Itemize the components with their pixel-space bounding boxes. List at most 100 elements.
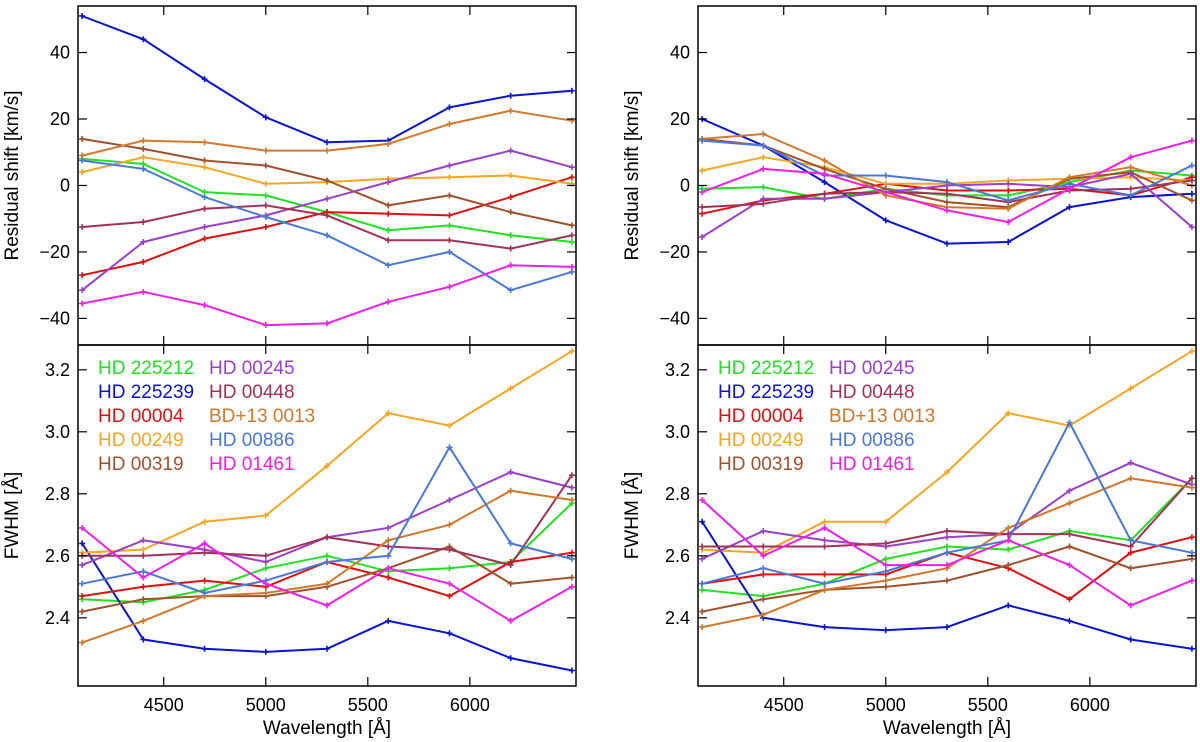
data-point [201,518,208,525]
data-point [1188,475,1195,482]
data-point [944,562,950,569]
data-point [140,137,147,144]
data-point [1005,562,1012,569]
data-point [760,130,767,137]
data-point [1005,238,1012,245]
data-point [262,552,269,559]
y-tick-label: 2.6 [665,546,690,566]
data-point [507,172,514,179]
y-axis-label: Residual shift [km/s] [2,91,23,261]
data-point [1066,174,1073,181]
data-point [1005,537,1012,544]
data-point [1127,543,1134,550]
y-tick-label: 3.2 [665,360,690,380]
data-point [262,224,269,231]
data-point [385,210,392,217]
legend-entry-hd-225212: HD 225212 [718,358,814,379]
y-tick-label: 20 [50,109,70,129]
data-point [1188,197,1195,204]
data-point [882,172,889,179]
data-point [507,487,514,494]
data-point [882,518,889,525]
data-point [1188,645,1195,652]
data-point [1005,197,1012,204]
y-tick-label: 2.6 [45,546,70,566]
data-point [201,645,208,652]
data-point [568,484,575,491]
data-point [760,571,767,578]
data-point [1127,385,1134,392]
data-point [385,574,392,581]
legend-entry-hd-01461: HD 01461 [829,454,915,475]
data-point [446,521,453,528]
data-point [1188,577,1195,584]
legend-entry-hd-00004: HD 00004 [98,406,184,427]
plot-frame [697,344,1197,687]
data-point [699,586,706,593]
data-point [140,596,147,603]
data-point [324,534,330,541]
data-point [79,224,86,231]
data-point [324,462,330,469]
data-point [446,630,453,637]
data-point [821,518,828,525]
data-point [1127,170,1134,177]
data-point [944,549,950,556]
data-point [568,583,575,590]
series-line-hd-00004 [81,176,573,277]
y-tick-label: −20 [39,242,70,262]
data-point [568,222,575,229]
data-point [201,540,208,547]
data-point [262,590,269,596]
data-point [201,164,208,171]
data-point [446,546,453,553]
data-point [1188,555,1195,562]
data-point [324,559,330,565]
data-point [1066,531,1073,538]
data-point [568,174,575,181]
data-point [385,537,392,544]
data-point [568,164,575,171]
legend: HD 225212 HD 225239 HD 00004 HD 00249 HD 003… [98,358,315,475]
data-point [140,238,147,245]
data-point [79,524,86,531]
data-point [507,617,514,624]
panel-residual-shift-right: −40 −20 0 20 40 Residual shift [km/s] [622,5,1197,346]
data-point [760,200,767,207]
data-point [385,262,392,269]
y-tick-label: 2.4 [665,608,690,628]
data-point [1005,187,1012,194]
y-axis-label: FWHM [Å] [622,472,643,560]
data-point [201,224,208,231]
data-point [699,608,706,615]
data-point [1127,602,1134,609]
data-point [201,194,208,201]
x-tick-label: 6000 [450,695,490,715]
data-point [1188,224,1195,231]
data-point [1005,410,1012,417]
data-point [944,190,950,197]
data-point [699,167,706,174]
data-point [262,114,269,121]
data-point [79,272,86,279]
data-point [140,145,147,152]
data-point [1188,162,1195,169]
data-point [1066,617,1073,624]
data-point [385,298,392,305]
data-point [882,540,889,547]
data-point [262,180,269,187]
data-point [446,120,453,127]
data-point [262,202,269,209]
data-point [385,617,392,624]
y-tick-label: 40 [670,43,690,63]
data-point [79,135,86,142]
data-point [1066,419,1073,426]
data-point [385,410,392,417]
legend-entry-hd-00245: HD 00245 [829,358,915,379]
legend: HD 225212 HD 225239 HD 00004 HD 00249 HD 003… [718,358,935,475]
data-point [821,170,828,177]
data-point [882,555,889,562]
panel-fwhm-left: 2.4 2.6 2.8 3.0 3.2 4500 5000 5500 6000 FWHM [Å] W… [2,344,577,739]
data-point [944,469,950,476]
